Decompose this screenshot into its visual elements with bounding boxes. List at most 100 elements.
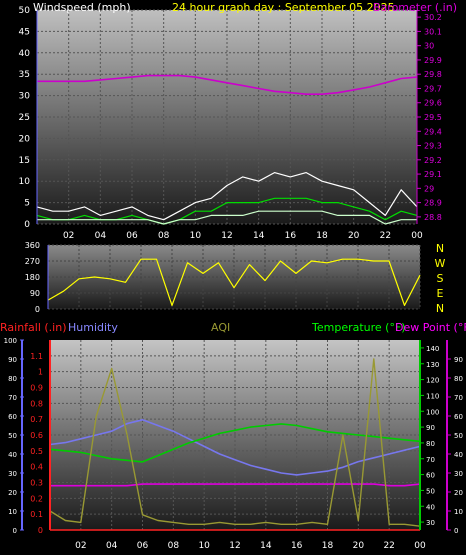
humidity-ytick-label: 20 [8, 489, 17, 497]
temp-ytick-label: 130 [426, 361, 439, 369]
dew-ytick-label: 50 [454, 432, 463, 440]
wind-grid [37, 9, 418, 225]
wind-xtick-label: 16 [285, 231, 297, 241]
temp-ytick-label: 120 [426, 377, 439, 385]
wind-xtick-label: 20 [348, 231, 360, 241]
compass-label: W [435, 257, 446, 270]
rain-ytick-label: 0.6 [30, 431, 43, 440]
barometer-ytick-label: 29.4 [424, 127, 442, 136]
rain-ytick-label: 0.9 [30, 384, 43, 393]
wind-xtick-label: 18 [316, 231, 328, 241]
dew-ytick-label: 40 [454, 451, 463, 459]
dew-ytick-label: 60 [454, 413, 463, 421]
climate-xtick-label: 20 [353, 541, 365, 551]
direction-grid [48, 244, 421, 310]
wind-ytick-label: 45 [19, 27, 30, 37]
wind-ytick-label: 5 [24, 199, 30, 209]
dew-ytick-label: 70 [454, 394, 463, 402]
dewpoint-line [50, 483, 421, 487]
humidity-ytick-label: 30 [8, 470, 17, 478]
legend-humidity: Humidity [68, 321, 118, 334]
wind-ytick-label: 35 [19, 70, 30, 80]
wind-xtick-label: 04 [95, 231, 107, 241]
direction-ytick-label: 0 [35, 305, 40, 314]
compass-label: S [437, 272, 444, 285]
temp-ytick-label: 70 [426, 456, 435, 464]
wind-ytick-label: 10 [19, 177, 31, 187]
rain-ytick-label: 0.3 [30, 479, 43, 488]
wind-xtick-label: 14 [253, 231, 265, 241]
climate-xtick-label: 18 [322, 541, 334, 551]
climate-xtick-label: 10 [198, 541, 210, 551]
barometer-ytick-label: 30 [424, 42, 434, 51]
wind-ytick-label: 20 [19, 134, 31, 144]
legend-aqi: AQI [211, 321, 230, 334]
rain-ytick-label: 0.2 [30, 494, 43, 503]
dew-ytick-label: 20 [454, 489, 463, 497]
rain-ytick-label: 1.1 [30, 352, 43, 361]
wind-ytick-label: 25 [19, 113, 30, 123]
temp-ytick-label: 60 [426, 472, 435, 480]
dew-ytick-label: 80 [454, 375, 463, 383]
dew-ytick-label: 0 [454, 527, 458, 535]
barometer-line [37, 74, 418, 95]
climate-xtick-label: 14 [260, 541, 272, 551]
wind-ytick-label: 0 [24, 220, 30, 230]
legend-rainfall: Rainfall (.in) [0, 321, 67, 334]
climate-series [49, 358, 421, 531]
barometer-ytick-label: 29.7 [424, 84, 442, 93]
temp-ytick-label: 50 [426, 487, 435, 495]
compass-label: N [436, 302, 444, 315]
rain-ytick-label: 0.7 [30, 415, 43, 424]
rain-ytick-label: 0.4 [30, 463, 43, 472]
wind-ytick-label: 30 [19, 92, 31, 102]
barometer-ytick-label: 29.5 [424, 113, 442, 122]
temp-ytick-label: 40 [426, 503, 435, 511]
rain-ytick-label: 0.1 [30, 510, 43, 519]
wind-xtick-label: 06 [126, 231, 138, 241]
wind-ytick-label: 50 [19, 6, 31, 16]
barometer-ytick-label: 29 [424, 184, 434, 193]
climate-xtick-label: 04 [106, 541, 118, 551]
barometer-ytick-label: 29.2 [424, 156, 442, 165]
temp-ytick-label: 30 [426, 519, 435, 527]
barometer-ytick-label: 28.8 [424, 213, 442, 222]
wind-xtick-label: 22 [380, 231, 391, 241]
aqi-line [49, 358, 421, 527]
wind-axis-label: Windspeed (mph) [33, 1, 131, 14]
climate-xtick-label: 16 [291, 541, 303, 551]
rain-ytick-label: 0.8 [30, 399, 43, 408]
climate-xtick-label: 08 [168, 541, 180, 551]
legend-dewpoint: Dew Point (°F) [395, 321, 466, 334]
wind-xtick-label: 12 [221, 231, 232, 241]
wind-axes: 02 04 06 08 10 12 14 16 18 20 22 000510152025303540… [19, 6, 442, 241]
wind-series [36, 74, 418, 225]
humidity-ytick-label: 0 [13, 527, 17, 535]
barometer-ytick-label: 29.1 [424, 170, 442, 179]
rain-ytick-label: 0.5 [30, 447, 43, 456]
climate-axes: 02 04 06 08 10 12 14 16 18 20 22 0000.10.20.30.40.5… [4, 337, 463, 551]
humidity-ytick-label: 60 [8, 413, 17, 421]
barometer-ytick-label: 29.3 [424, 142, 442, 151]
temp-ytick-label: 140 [426, 345, 439, 353]
temperature-line [49, 423, 421, 463]
temp-ytick-label: 110 [426, 392, 439, 400]
climate-xtick-label: 22 [383, 541, 394, 551]
climate-xtick-label: 00 [414, 541, 426, 551]
barometer-ytick-label: 28.9 [424, 199, 442, 208]
direction-ytick-label: 180 [25, 273, 40, 282]
wind-xtick-label: 02 [63, 231, 74, 241]
humidity-ytick-label: 10 [8, 508, 17, 516]
barometer-ytick-label: 29.8 [424, 70, 442, 79]
barometer-ytick-label: 30.1 [424, 27, 442, 36]
barometer-ytick-label: 29.6 [424, 99, 442, 108]
wind-direction-line [47, 258, 421, 306]
climate-xtick-label: 12 [229, 541, 240, 551]
climate-xtick-label: 02 [75, 541, 86, 551]
humidity-ytick-label: 80 [8, 375, 17, 383]
compass-label: N [436, 242, 444, 255]
wind-xtick-label: 08 [158, 231, 170, 241]
dew-ytick-label: 30 [454, 470, 463, 478]
